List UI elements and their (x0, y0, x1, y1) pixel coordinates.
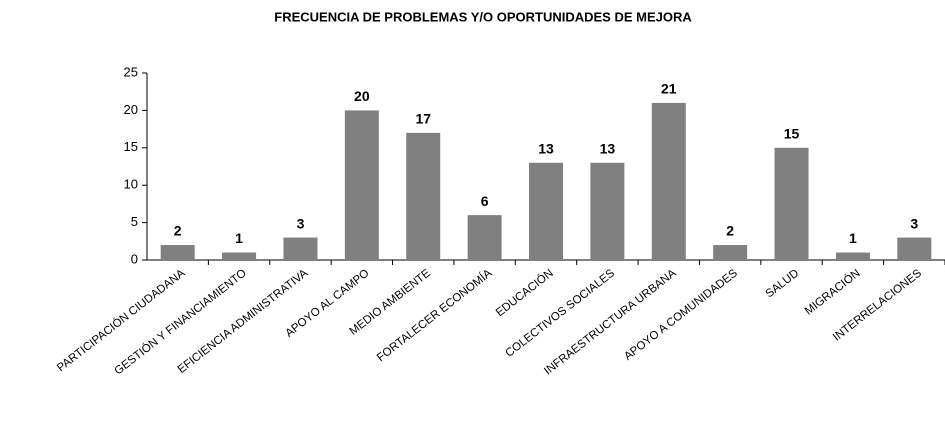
bar (406, 132, 441, 260)
value-label: 3 (297, 215, 305, 231)
bar (897, 237, 932, 260)
value-label: 20 (354, 88, 370, 104)
value-label: 21 (661, 81, 677, 97)
y-tick-label: 0 (131, 251, 138, 266)
bar (283, 237, 318, 260)
value-label: 17 (415, 111, 431, 127)
value-label: 13 (600, 140, 616, 156)
bar (835, 252, 870, 260)
bar (160, 245, 195, 260)
bar (774, 147, 809, 260)
value-label: 2 (174, 223, 182, 239)
x-tick-label: COLECTIVOS SOCIALES (503, 267, 617, 360)
value-label: 3 (910, 215, 918, 231)
y-tick-label: 25 (124, 64, 138, 79)
bar (344, 110, 379, 261)
bar (529, 162, 563, 260)
value-label: 1 (849, 230, 857, 246)
y-tick-label: 10 (124, 177, 138, 192)
x-tick-label: EFICIENCIA ADMINISTRATIVA (176, 267, 311, 376)
x-tick-label: APOYO A COMUNIDADES (622, 267, 740, 363)
x-tick-label: SALUD (764, 267, 802, 300)
value-label: 1 (235, 230, 243, 246)
x-tick-label: MIGRACIÓN (802, 267, 862, 318)
y-tick-label: 15 (124, 139, 138, 154)
x-tick-label: EDUCACIÓN (493, 267, 555, 320)
x-tick-label: FORTALECER ECONOMÍA (374, 266, 494, 364)
value-label: 2 (726, 223, 734, 239)
bar (222, 252, 257, 260)
bar (467, 215, 502, 260)
chart-title: FRECUENCIA DE PROBLEMAS Y/O OPORTUNIDADE… (274, 9, 692, 24)
x-tick-label: PARTICIPACIÓN CIUDADANA (55, 266, 188, 374)
y-tick-label: 5 (131, 214, 138, 229)
value-label: 15 (784, 126, 800, 142)
bar (713, 245, 748, 260)
bar (651, 102, 686, 260)
value-label: 6 (481, 193, 489, 209)
y-tick-label: 20 (124, 102, 138, 117)
bar (590, 162, 625, 260)
value-label: 13 (538, 140, 554, 156)
x-tick-label: GESTIÓN Y FINANCIAMIENTO (112, 266, 249, 377)
x-tick-label: INFRAESTRUCTURA URBANA (542, 267, 679, 377)
